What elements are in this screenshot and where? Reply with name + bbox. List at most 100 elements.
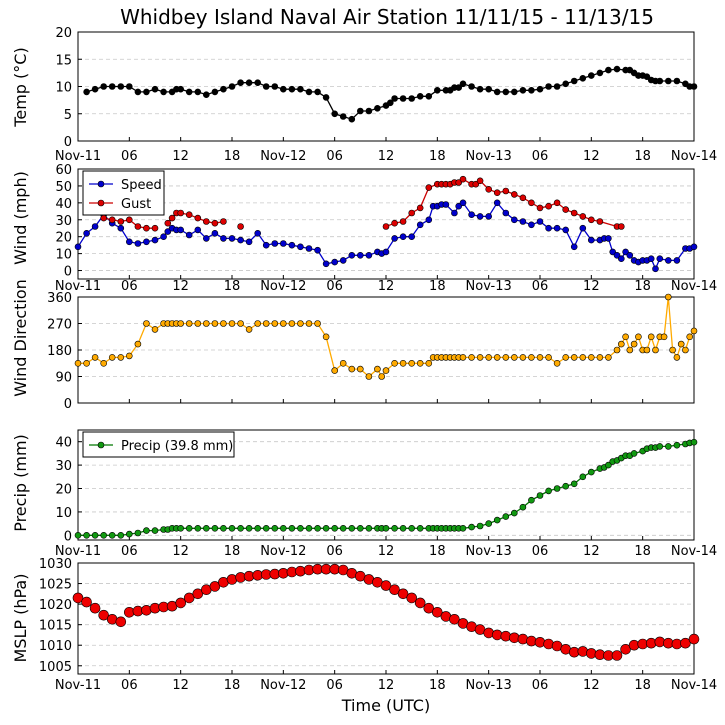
series-mslp-0 (72, 563, 700, 661)
data-point (331, 367, 339, 374)
legend-box (82, 170, 165, 216)
data-point (143, 224, 150, 232)
data-point (391, 235, 398, 242)
data-point (356, 365, 364, 373)
y-tick-label: 40 (55, 436, 72, 451)
data-point (305, 88, 313, 96)
data-point (519, 87, 527, 94)
data-point (455, 84, 463, 91)
data-point (177, 524, 184, 532)
legend-swatch-marker (97, 199, 105, 207)
x-tick-label: Nov-14 (671, 149, 717, 164)
data-point (493, 88, 501, 96)
x-tick-label: 06 (121, 279, 138, 294)
data-point (382, 248, 390, 256)
data-point (237, 320, 244, 327)
data-point (288, 241, 296, 249)
data-point (652, 346, 659, 354)
chart-title: Whidbey Island Naval Air Station 11/11/1… (120, 5, 654, 29)
y-tick-label: 270 (47, 318, 72, 333)
data-point (528, 496, 535, 504)
data-point (203, 524, 210, 532)
x-tick-label: 12 (583, 279, 600, 294)
y-tick-label: 30 (55, 214, 72, 229)
y-tick-label: 20 (55, 483, 72, 498)
data-point (185, 231, 193, 239)
data-point (455, 179, 463, 186)
y-tick-label: 20 (55, 231, 72, 246)
data-point (83, 88, 90, 96)
data-point (194, 524, 202, 532)
data-point (493, 189, 501, 196)
y-axis-label: Wind Direction (11, 279, 30, 397)
y-tick-label: 0 (64, 397, 72, 412)
data-point (553, 199, 561, 207)
data-point (680, 637, 691, 649)
x-tick-label: 18 (429, 544, 446, 559)
series-line (86, 68, 694, 120)
data-point (348, 365, 356, 373)
data-point (545, 83, 552, 90)
data-point (177, 209, 184, 217)
data-point (468, 211, 475, 218)
y-tick-label: 15 (55, 53, 72, 68)
data-point (620, 643, 631, 655)
x-tick-label: 18 (224, 678, 241, 693)
data-point (425, 184, 433, 191)
data-point (502, 354, 510, 361)
data-point (339, 257, 347, 264)
y-tick-label: 0 (64, 135, 72, 150)
x-tick-label: 06 (121, 678, 138, 693)
data-point (134, 240, 142, 247)
data-point (254, 524, 262, 532)
data-point (613, 346, 621, 354)
x-tick-label: Nov-14 (671, 544, 717, 559)
x-tick-label: 06 (326, 149, 343, 164)
data-point (613, 252, 621, 259)
x-tick-label: 18 (634, 149, 651, 164)
x-tick-label: 18 (224, 279, 241, 294)
data-point (502, 513, 510, 520)
data-point (406, 592, 418, 604)
data-point (579, 354, 587, 361)
data-point (220, 320, 227, 327)
data-point (553, 224, 561, 232)
y-axis-label: MSLP (hPa) (11, 574, 30, 663)
data-point (468, 523, 475, 531)
data-point (587, 354, 595, 361)
plot-frame (77, 168, 695, 280)
data-point (91, 85, 99, 93)
data-point (382, 367, 390, 374)
panel-wdir: 0 90 180 270 360 Wind Direction (11, 279, 698, 412)
data-point (425, 359, 433, 367)
y-tick-label: 5 (64, 108, 72, 123)
data-point (365, 107, 373, 115)
x-tick-label: 12 (583, 678, 600, 693)
data-point (476, 213, 484, 220)
y-tick-label: 30 (55, 459, 72, 474)
data-point (408, 359, 416, 367)
data-point (690, 243, 698, 251)
data-point (416, 524, 424, 532)
y-tick-label: 0 (64, 265, 72, 280)
data-point (617, 223, 625, 230)
data-point (83, 531, 90, 539)
data-point (579, 75, 587, 82)
x-tick-label: Nov-11 (55, 279, 101, 294)
y-tick-label: 10 (55, 248, 72, 263)
data-point (100, 83, 107, 90)
series-temp-0 (83, 65, 698, 123)
data-point (254, 79, 262, 86)
data-point (414, 597, 426, 609)
data-point (151, 236, 159, 244)
data-point (143, 88, 150, 96)
y-tick-label: 1005 (39, 660, 72, 675)
data-point (331, 258, 339, 266)
data-point (378, 373, 386, 380)
data-point (459, 80, 467, 88)
data-point (431, 606, 443, 618)
data-point (669, 346, 676, 354)
data-point (485, 354, 493, 361)
data-point (476, 85, 484, 93)
plot-frame (77, 562, 695, 675)
